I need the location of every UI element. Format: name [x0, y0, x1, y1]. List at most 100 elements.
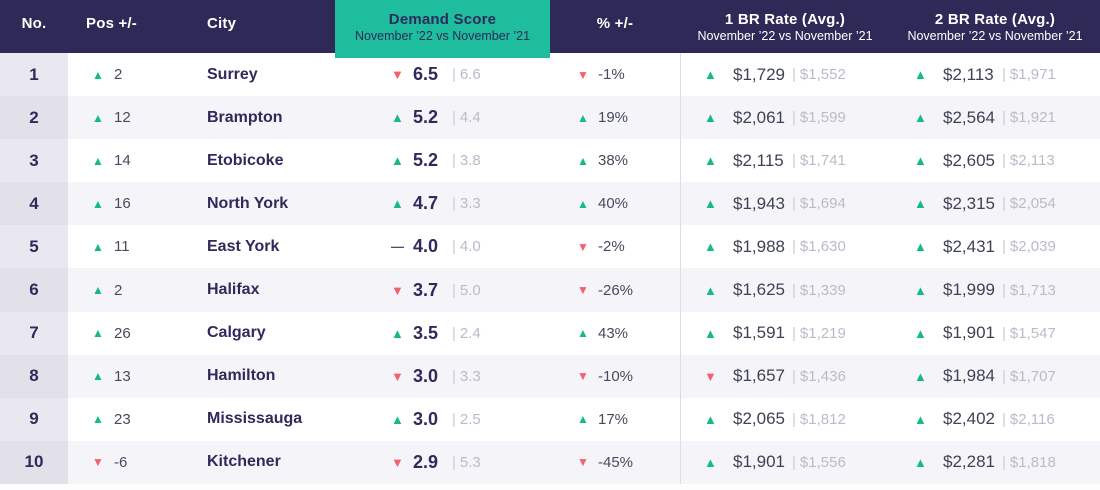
- separator: |: [792, 238, 796, 256]
- rank-number: 7: [29, 323, 39, 343]
- column-header-subtitle: November ’22 vs November ’21: [907, 29, 1083, 43]
- column-header-label: No.: [21, 15, 47, 32]
- demand-score-previous: | 5.0: [452, 281, 481, 299]
- separator: |: [452, 66, 456, 84]
- 2br-rate-previous: | $1,818: [1002, 453, 1056, 471]
- pct-change-value: 43%: [598, 324, 629, 342]
- 1br-rate-cell: ▲ $2,061 | $1,599: [680, 96, 890, 139]
- up-arrow-icon: ▲: [704, 110, 717, 126]
- 1br-rate-cell: ▲ $2,115 | $1,741: [680, 139, 890, 182]
- up-arrow-icon: ▲: [914, 454, 927, 470]
- up-arrow-icon: ▲: [914, 325, 927, 341]
- 1br-rate-previous: | $1,436: [792, 367, 846, 385]
- 1br-rate-cell: ▲ $1,729 | $1,552: [680, 53, 890, 96]
- 2br-rate-cell: ▲ $2,402 | $2,116: [890, 398, 1100, 441]
- demand-score-previous: | 3.8: [452, 152, 481, 170]
- separator: |: [452, 453, 456, 471]
- city-name: Mississauga: [207, 410, 303, 428]
- separator: |: [452, 410, 456, 428]
- position-change-cell: ▼ -6: [68, 441, 180, 484]
- separator: |: [452, 281, 456, 299]
- demand-score-cell: — 4.0 | 4.0: [335, 225, 550, 268]
- down-arrow-icon: ▼: [704, 368, 717, 384]
- table-row: 9 ▲ 23 Mississauga ▲ 3.0 | 2.5 ▲ 17% ▲ $2…: [0, 397, 1100, 441]
- pct-change-cell: ▼ -10%: [550, 355, 680, 398]
- separator: |: [792, 410, 796, 428]
- 1br-rate-cell: ▼ $1,657 | $1,436: [680, 355, 890, 398]
- down-arrow-icon: ▼: [577, 283, 589, 298]
- up-arrow-icon: ▲: [914, 239, 927, 255]
- pct-change-value: -10%: [598, 367, 634, 385]
- separator: |: [1002, 410, 1006, 428]
- up-arrow-icon: ▲: [914, 411, 927, 427]
- up-arrow-icon: ▲: [704, 67, 717, 83]
- position-change-value: 2: [114, 66, 123, 84]
- pct-change-cell: ▼ -2%: [550, 225, 680, 268]
- 2br-rate-previous: | $1,971: [1002, 66, 1056, 84]
- separator: |: [1002, 281, 1006, 299]
- position-change-cell: ▲ 23: [68, 398, 180, 441]
- down-arrow-icon: ▼: [577, 455, 589, 470]
- 2br-rate-cell: ▲ $2,431 | $2,039: [890, 225, 1100, 268]
- rank-cell: 9: [0, 397, 68, 441]
- demand-score-previous: | 2.4: [452, 324, 481, 342]
- 2br-rate-cell: ▲ $2,315 | $2,054: [890, 182, 1100, 225]
- table-row: 2 ▲ 12 Brampton ▲ 5.2 | 4.4 ▲ 19% ▲ $2,06…: [0, 96, 1100, 140]
- 1br-rate-previous: | $1,339: [792, 281, 846, 299]
- up-arrow-icon: ▲: [577, 412, 589, 427]
- demand-score-cell: ▲ 3.0 | 2.5: [335, 398, 550, 441]
- pct-change-cell: ▼ -26%: [550, 268, 680, 311]
- up-arrow-icon: ▲: [92, 67, 104, 82]
- demand-score-current: 3.0: [413, 365, 439, 386]
- pct-change-value: -45%: [598, 453, 634, 471]
- separator: |: [452, 367, 456, 385]
- pct-change-cell: ▲ 43%: [550, 312, 680, 355]
- rank-number: 8: [29, 366, 39, 386]
- demand-score-cell: ▼ 6.5 | 6.6: [335, 53, 550, 96]
- table-rows: 1 ▲ 2 Surrey ▼ 6.5 | 6.6 ▼ -1% ▲ $1,729 |…: [0, 53, 1100, 484]
- 1br-rate-cell: ▲ $1,988 | $1,630: [680, 225, 890, 268]
- separator: |: [792, 195, 796, 213]
- rank-number: 2: [29, 107, 39, 127]
- column-header-label: 2 BR Rate (Avg.): [934, 11, 1056, 28]
- demand-score-current: 3.0: [413, 408, 439, 429]
- rank-number: 5: [29, 236, 39, 256]
- 2br-rate-current: $2,564: [943, 107, 995, 127]
- position-change-value: 26: [114, 324, 131, 342]
- up-arrow-icon: ▲: [92, 239, 104, 254]
- separator: |: [1002, 238, 1006, 256]
- down-arrow-icon: ▼: [391, 368, 404, 384]
- city-name: Halifax: [207, 281, 260, 299]
- 1br-rate-previous: | $1,552: [792, 66, 846, 84]
- city-cell: East York: [180, 225, 335, 268]
- column-header-label: Demand Score: [388, 11, 497, 28]
- demand-score-previous: | 3.3: [452, 195, 481, 213]
- up-arrow-icon: ▲: [704, 411, 717, 427]
- position-change-value: -6: [114, 453, 128, 471]
- city-cell: Halifax: [180, 268, 335, 311]
- demand-score-cell: ▲ 4.7 | 3.3: [335, 182, 550, 225]
- up-arrow-icon: ▲: [577, 326, 589, 341]
- 2br-rate-previous: | $2,116: [1002, 410, 1055, 428]
- no-change-dash-icon: —: [391, 239, 404, 255]
- separator: |: [792, 152, 796, 170]
- city-cell: Hamilton: [180, 355, 335, 398]
- up-arrow-icon: ▲: [391, 411, 404, 427]
- rank-cell: 7: [0, 311, 68, 355]
- 1br-rate-current: $1,901: [733, 452, 785, 472]
- 2br-rate-cell: ▲ $1,901 | $1,547: [890, 312, 1100, 355]
- city-cell: Surrey: [180, 53, 335, 96]
- 2br-rate-previous: | $2,054: [1002, 195, 1056, 213]
- up-arrow-icon: ▲: [92, 283, 104, 298]
- separator: |: [1002, 109, 1006, 127]
- rank-number: 9: [29, 409, 39, 429]
- pct-change-cell: ▲ 40%: [550, 182, 680, 225]
- up-arrow-icon: ▲: [914, 110, 927, 126]
- city-name: East York: [207, 237, 280, 255]
- city-cell: Brampton: [180, 96, 335, 139]
- up-arrow-icon: ▲: [92, 110, 104, 125]
- 1br-rate-previous: | $1,694: [792, 195, 846, 213]
- separator: |: [1002, 152, 1006, 170]
- up-arrow-icon: ▲: [577, 153, 589, 168]
- up-arrow-icon: ▲: [704, 325, 717, 341]
